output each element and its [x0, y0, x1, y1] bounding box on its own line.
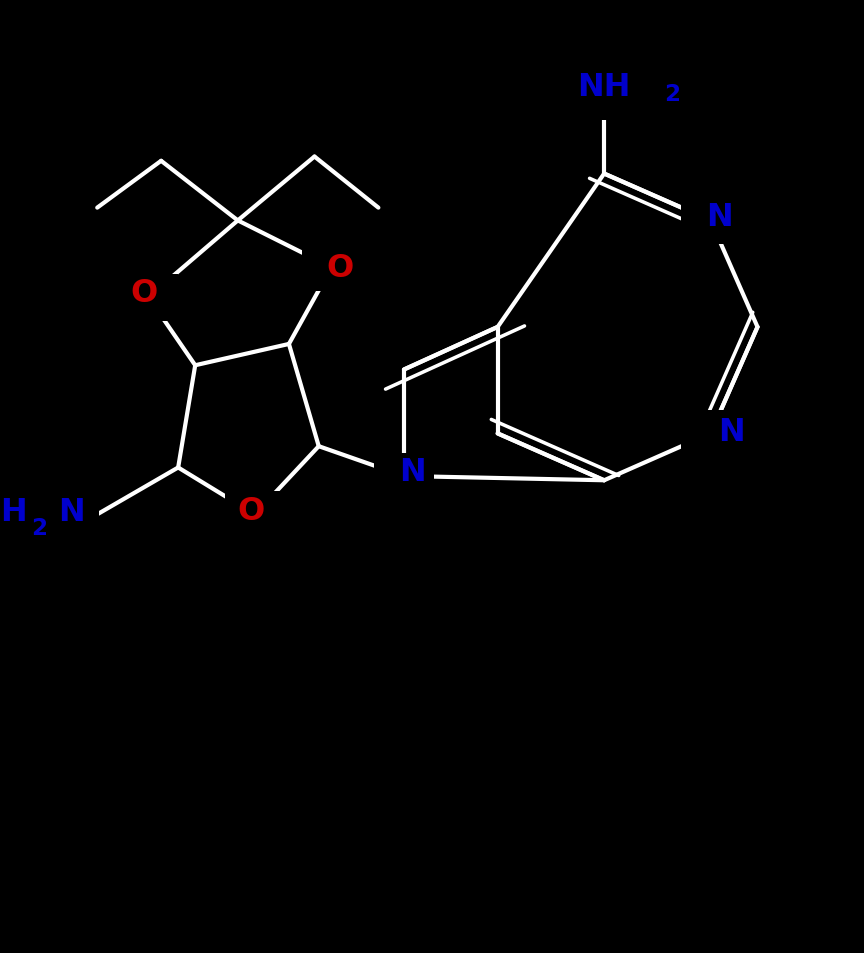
FancyBboxPatch shape [225, 492, 284, 538]
Text: 2: 2 [664, 83, 680, 106]
Text: O: O [327, 253, 353, 283]
Text: N: N [719, 416, 746, 448]
FancyBboxPatch shape [681, 411, 740, 457]
Text: N: N [706, 201, 733, 233]
FancyBboxPatch shape [1, 492, 60, 538]
Text: O: O [237, 495, 264, 526]
Text: H: H [0, 497, 27, 528]
FancyBboxPatch shape [575, 74, 634, 121]
FancyBboxPatch shape [374, 453, 434, 500]
FancyBboxPatch shape [681, 198, 740, 245]
Text: NH: NH [577, 72, 631, 103]
FancyBboxPatch shape [118, 274, 178, 321]
FancyBboxPatch shape [570, 62, 681, 113]
Text: 2: 2 [31, 517, 48, 539]
Text: O: O [130, 278, 158, 309]
FancyBboxPatch shape [302, 245, 361, 292]
Text: N: N [399, 456, 426, 488]
FancyBboxPatch shape [0, 489, 99, 540]
Text: N: N [58, 497, 85, 528]
